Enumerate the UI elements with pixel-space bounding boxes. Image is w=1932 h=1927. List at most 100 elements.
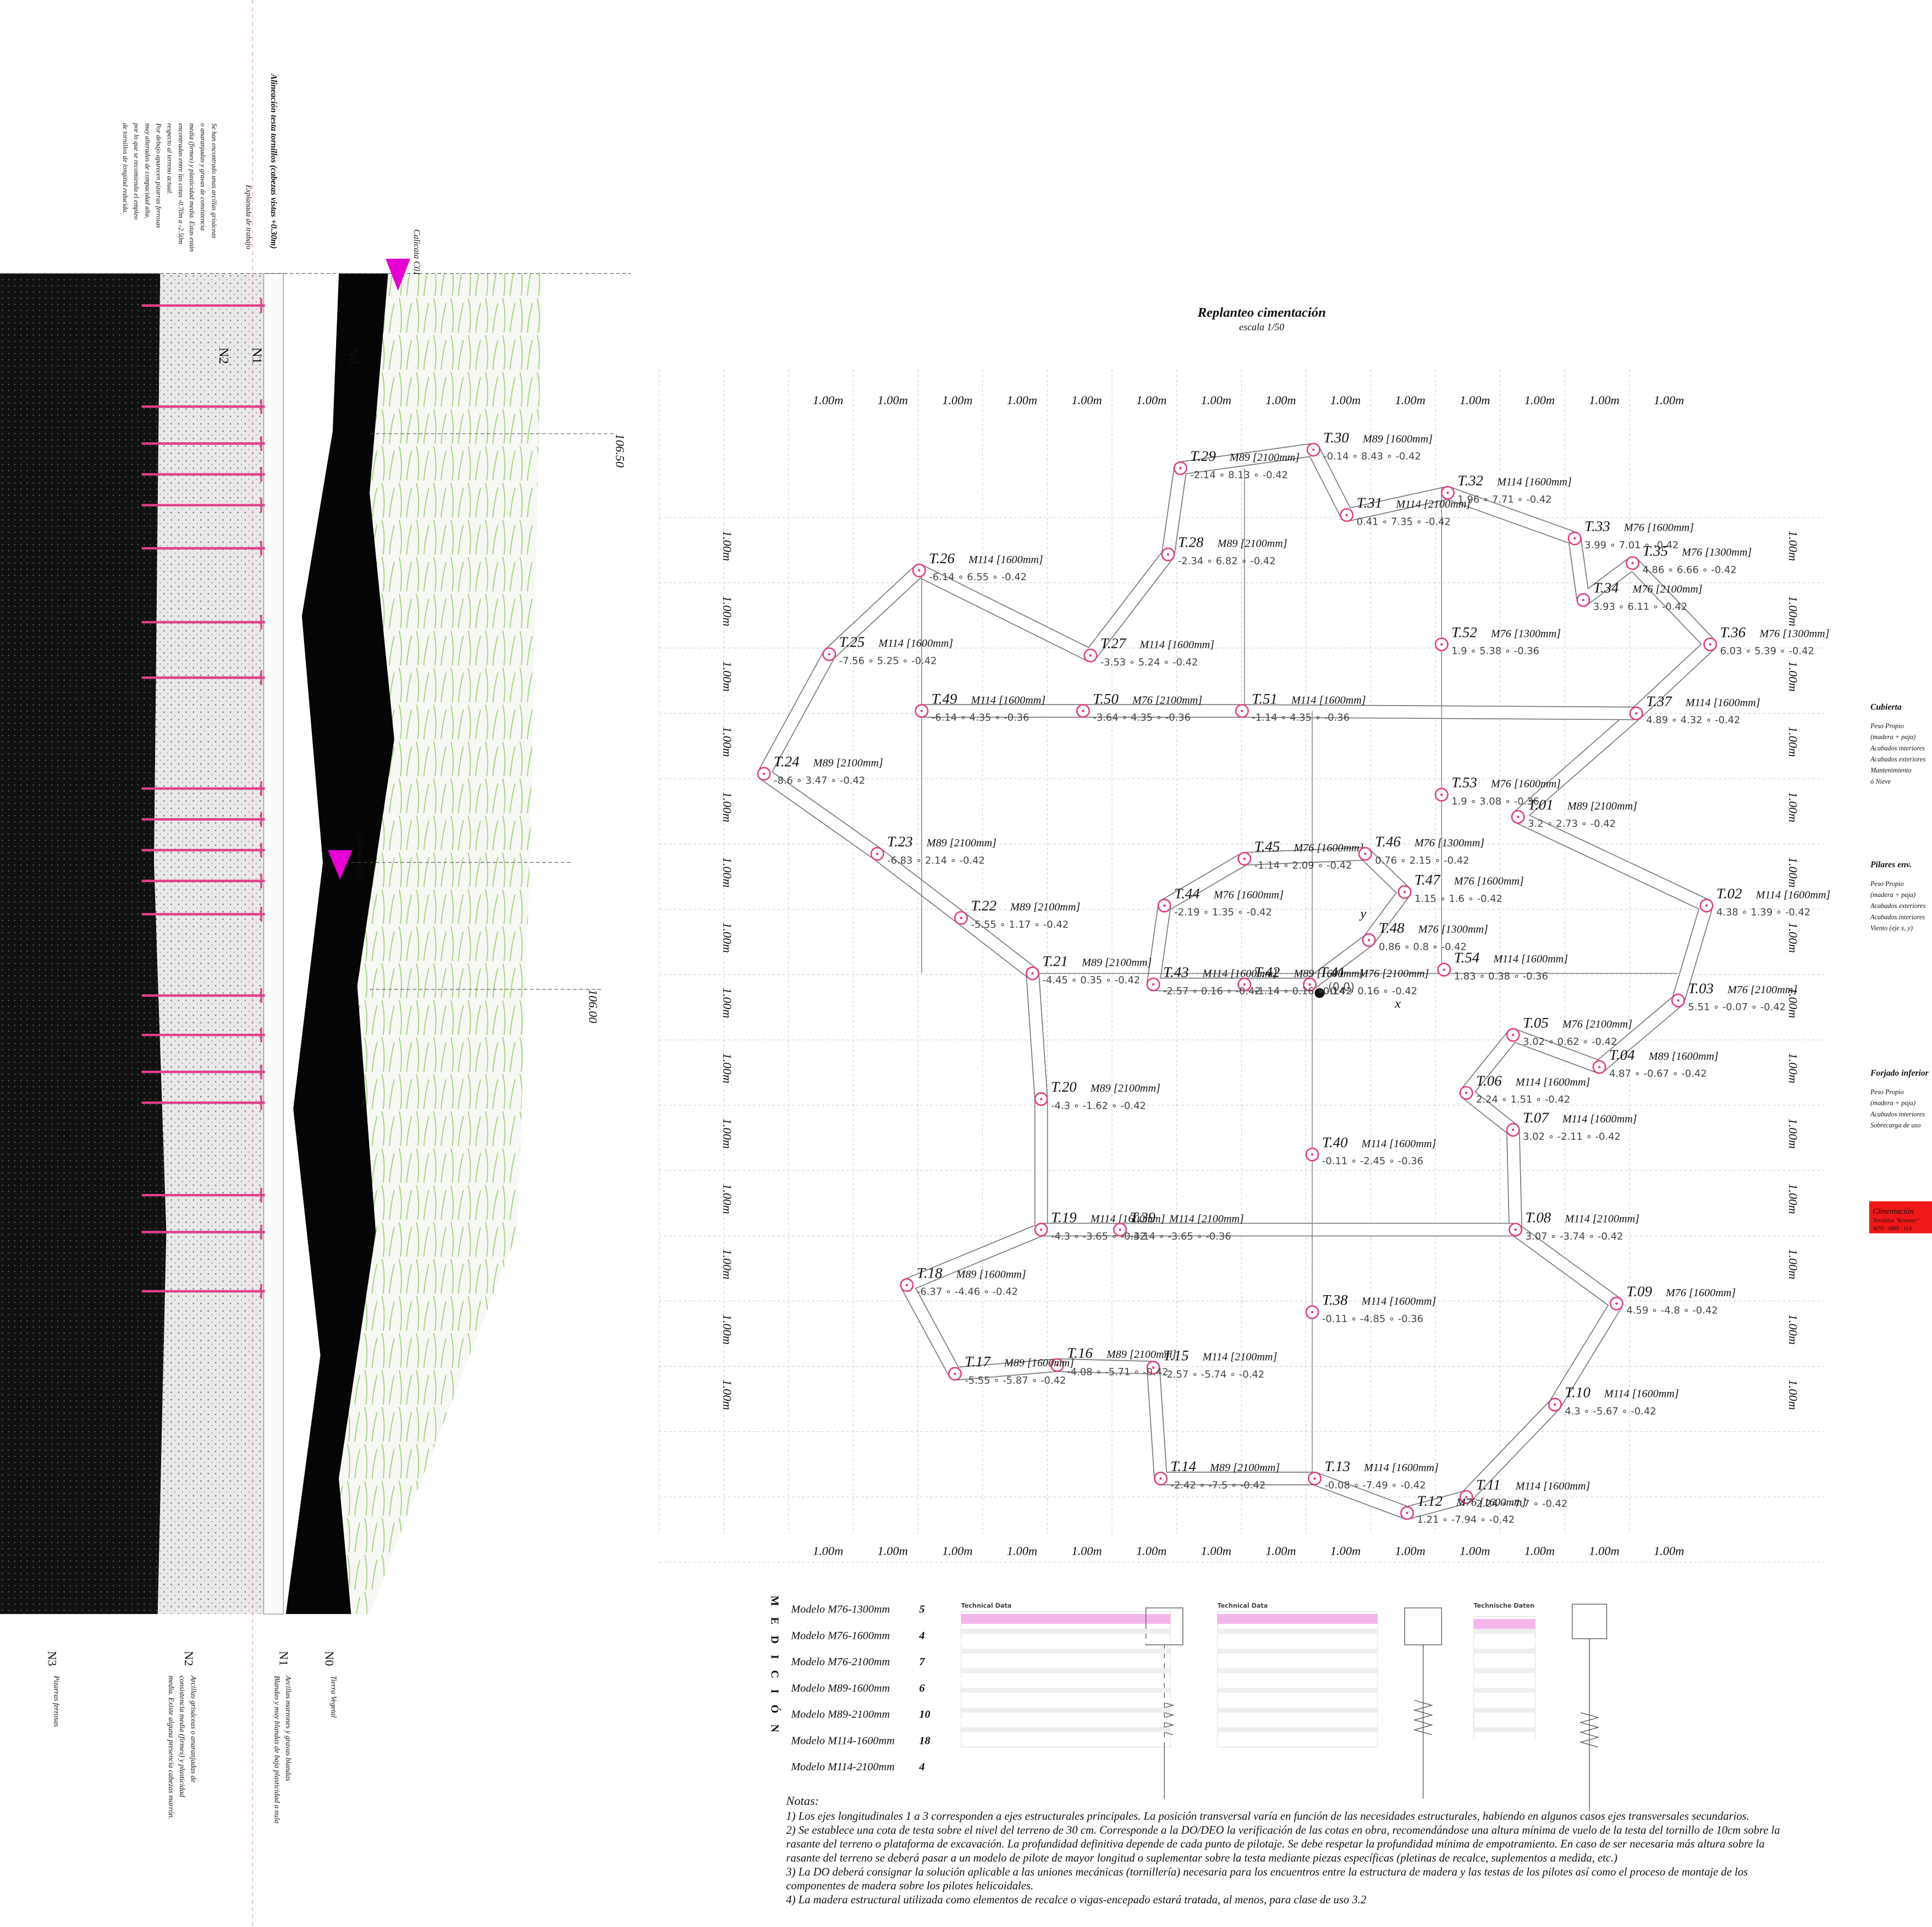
pile-label: T.26 <box>929 550 955 566</box>
pile-label: T.10 <box>1565 1384 1590 1401</box>
section-description: o anaranjadas y gravas de consistencia <box>199 123 207 230</box>
section-description: Se han encontrado unas arcillas grisácea… <box>210 123 218 238</box>
pile-center <box>1056 1364 1059 1367</box>
scale-label: 1.00m <box>720 596 734 626</box>
scale-label: 1.00m <box>1786 531 1800 561</box>
load-item: Viento (eje x, y) <box>1870 924 1913 932</box>
tech-row <box>1473 1628 1535 1634</box>
scale-label: 1.00m <box>720 988 734 1018</box>
measurement-model: Modelo M114-1600mm <box>790 1735 894 1747</box>
pile-model: M76 [1600mm] <box>1490 778 1561 790</box>
pile-center <box>918 569 921 572</box>
scale-label: 1.00m <box>1460 1544 1490 1557</box>
pile-center <box>1709 643 1711 646</box>
pile-coords: -0.14 ∘ 8.43 ∘ -0.42 <box>1323 451 1421 463</box>
scale-label: 1.00m <box>1395 1544 1425 1557</box>
pile-center <box>1446 491 1449 494</box>
pile-model: M76 [1300mm] <box>1490 627 1561 640</box>
pile-model: M76 [2100mm] <box>1562 1018 1632 1031</box>
scale-label: 1.00m <box>1786 792 1800 822</box>
plan-grid <box>659 370 1824 1563</box>
pile-coords: -6.14 ∘ 4.35 ∘ -0.36 <box>932 712 1030 724</box>
load-item: ó Nieve <box>1870 778 1891 785</box>
pile-model: M114 [1600mm] <box>1361 1138 1436 1150</box>
pile-coords: 4.87 ∘ -0.67 ∘ -0.42 <box>1609 1068 1707 1080</box>
pile-center <box>1705 904 1708 907</box>
pile-label: T.12 <box>1417 1493 1443 1509</box>
load-item: Peso Propio <box>1870 880 1904 888</box>
scale-label: 1.00m <box>942 393 972 407</box>
pile-model: M76 [2100mm] <box>1727 984 1797 996</box>
pile-label: T.18 <box>917 1264 943 1281</box>
pile-label: T.08 <box>1526 1209 1551 1225</box>
pile-label: T.19 <box>1051 1209 1077 1225</box>
pile-center <box>1241 709 1243 712</box>
stratum-code: N1 <box>249 348 264 364</box>
pile-coords: -4.3 ∘ -1.62 ∘ -0.42 <box>1051 1100 1146 1111</box>
foundation-tag-box <box>1869 1201 1932 1234</box>
scale-label: 1.00m <box>720 857 734 888</box>
pile-coords: -6.14 ∘ 6.55 ∘ -0.42 <box>929 571 1027 583</box>
pile-model: M89 [2100mm] <box>1209 1462 1280 1474</box>
pile-coords: -8.6 ∘ 3.47 ∘ -0.42 <box>774 775 865 786</box>
pile-coords: 4.89 ∘ 4.32 ∘ -0.42 <box>1646 714 1740 726</box>
measurement-count: 18 <box>919 1735 930 1747</box>
scale-label: 1.00m <box>878 1544 908 1557</box>
pile-label: T.20 <box>1051 1078 1077 1095</box>
measurement-count: 4 <box>918 1761 924 1773</box>
section-description: encontradas entre las cotas -0.70m a -2.… <box>177 123 185 244</box>
scale-label: 1.00m <box>1786 922 1800 953</box>
tech-row <box>1473 1717 1535 1723</box>
scale-label: 1.00m <box>1071 1544 1102 1557</box>
pile-label: T.29 <box>1190 448 1216 464</box>
scale-label: 1.00m <box>1460 393 1490 407</box>
pile-center <box>1406 1511 1408 1515</box>
pile-model: M114 [1600mm] <box>1493 953 1568 965</box>
tech-row <box>961 1708 1171 1713</box>
scale-label: 1.00m <box>1786 1379 1800 1410</box>
load-heading: Forjado inferior <box>1870 1069 1929 1078</box>
load-item: Acabados interiores <box>1870 744 1925 752</box>
pile-label: T.28 <box>1178 534 1204 550</box>
pile-center <box>1440 643 1443 646</box>
note-line: 4) La madera estructural utilizada como … <box>786 1894 1366 1906</box>
pile-label: T.32 <box>1457 472 1483 489</box>
scale-label: 1.00m <box>1786 988 1800 1018</box>
foundation-tag-line: M76 · M89 · 114 <box>1872 1225 1912 1232</box>
scale-label: 1.00m <box>1071 393 1102 407</box>
pile-label: T.21 <box>1042 953 1068 969</box>
tech-row <box>961 1717 1171 1723</box>
pile-center <box>1179 467 1182 470</box>
pile-coords: -5.55 ∘ 1.17 ∘ -0.42 <box>971 919 1069 931</box>
tech-sheet-title: Technische Daten <box>1474 1603 1535 1610</box>
scale-label: 1.00m <box>1589 1544 1619 1557</box>
pile-center <box>1243 983 1246 986</box>
load-item: Peso Propio <box>1870 1088 1904 1095</box>
measurement-heading: MEDICIÓN <box>769 1595 782 1743</box>
measurement-model: Modelo M76-2100mm <box>790 1656 890 1668</box>
pile-center <box>1345 514 1348 516</box>
pile-model: M114 [2100mm] <box>1395 498 1471 510</box>
tech-row <box>1217 1688 1378 1693</box>
pile-model: M89 [1600mm] <box>1004 1357 1074 1369</box>
pile-coords: 1.83 ∘ 0.38 ∘ -0.36 <box>1454 971 1548 982</box>
pile-coords: 2.24 ∘ 1.51 ∘ -0.42 <box>1476 1094 1570 1105</box>
pile-center <box>1554 1403 1556 1406</box>
pile-coords: -0.08 ∘ -7.49 ∘ -0.42 <box>1324 1479 1425 1491</box>
pile-model: M89 [2100mm] <box>1081 956 1152 968</box>
pile-center <box>1082 709 1085 712</box>
pile-coords: -0.11 ∘ -2.45 ∘ -0.36 <box>1322 1155 1423 1167</box>
measurement-count: 4 <box>918 1629 924 1642</box>
pile-model: M76 [2100mm] <box>1132 694 1202 706</box>
measurement-model: Modelo M89-2100mm <box>790 1709 890 1721</box>
pile-coords: 1.21 ∘ -7.94 ∘ -0.42 <box>1417 1514 1515 1526</box>
pile-model: M114 [1600mm] <box>970 694 1045 706</box>
measurement-count: 5 <box>919 1604 924 1616</box>
pile-center <box>905 1284 909 1286</box>
pile-center <box>1573 537 1576 540</box>
pile-label: T.45 <box>1254 838 1280 855</box>
pile-coords: 2.24 ∘ -7.7 ∘ -0.42 <box>1476 1498 1567 1510</box>
pile-label: T.42 <box>1254 964 1280 981</box>
pile-model: M114 [1600mm] <box>878 637 953 649</box>
pile-model: M114 [2100mm] <box>1169 1213 1244 1225</box>
